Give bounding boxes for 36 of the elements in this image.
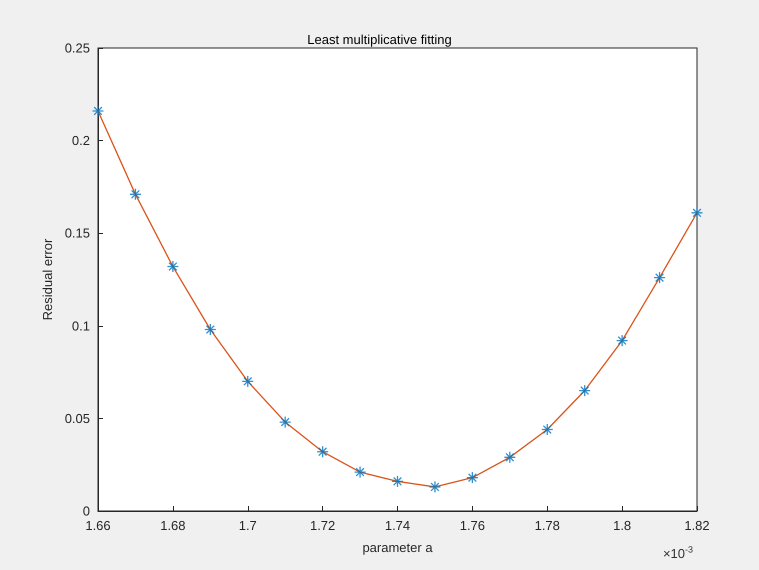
point bbox=[428, 480, 442, 494]
x-tick-label: 1.82 bbox=[684, 518, 710, 533]
y-tick-label: 0.1 bbox=[72, 318, 90, 334]
y-tick-label: 0.2 bbox=[72, 133, 90, 148]
point bbox=[279, 416, 292, 428]
point bbox=[166, 260, 180, 273]
point bbox=[316, 446, 329, 458]
point bbox=[541, 423, 554, 436]
y-tick-label: 0.25 bbox=[64, 40, 90, 56]
point bbox=[616, 334, 628, 347]
x-axis-title: parameter a bbox=[362, 540, 434, 555]
point bbox=[92, 104, 104, 118]
point bbox=[466, 472, 479, 484]
line-series bbox=[97, 110, 698, 488]
x-tick-label: 1.72 bbox=[310, 518, 336, 533]
point bbox=[354, 466, 366, 478]
chart-title: Least multiplicative fitting bbox=[307, 32, 452, 47]
x-tick-label: 1.66 bbox=[85, 518, 111, 533]
x-tick-label: 1.74 bbox=[384, 518, 410, 533]
point bbox=[129, 188, 142, 200]
x-tick-label: 1.76 bbox=[460, 518, 486, 533]
point bbox=[653, 272, 666, 284]
point bbox=[578, 384, 591, 397]
x-tick-label: 1.78 bbox=[534, 518, 560, 533]
point bbox=[204, 323, 216, 336]
x-tick-label: 1.68 bbox=[160, 518, 186, 533]
y-tick-label: 0 bbox=[82, 504, 90, 518]
x-tick-label: 1.8 bbox=[613, 518, 632, 533]
point bbox=[391, 475, 404, 488]
point bbox=[504, 451, 516, 464]
x-tick-label: 1.7 bbox=[238, 518, 257, 533]
y-axis-title: Residual error bbox=[40, 238, 55, 320]
y-tick-label: 0.15 bbox=[64, 226, 90, 241]
point bbox=[242, 375, 254, 388]
y-tick-label: 0.05 bbox=[64, 410, 90, 426]
point bbox=[690, 206, 704, 219]
